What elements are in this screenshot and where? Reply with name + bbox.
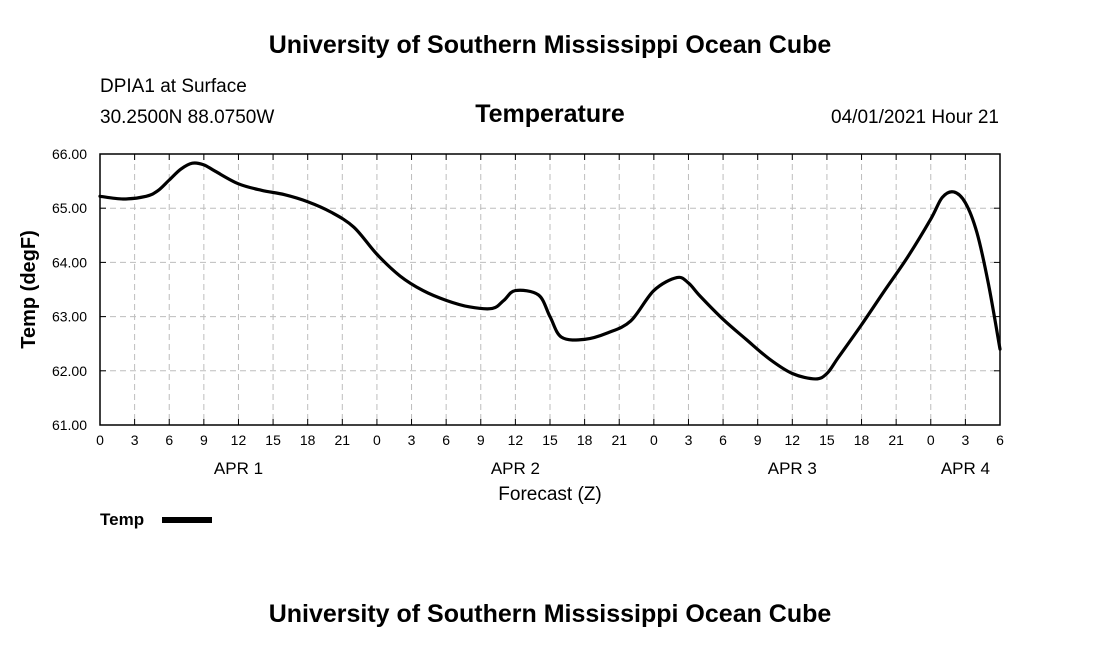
y-tick-label: 66.00 [52,146,87,162]
x-tick-label: 21 [611,432,627,448]
temp-series-line [98,161,1002,381]
chart-title: Temperature [475,100,625,128]
x-day-label: APR 1 [214,459,263,478]
y-tick-label: 65.00 [52,200,87,216]
x-tick-label: 9 [477,432,485,448]
x-tick-label: 9 [200,432,208,448]
x-axis-label: Forecast (Z) [498,484,601,505]
x-tick-label: 15 [265,432,281,448]
station-coordinates: 30.2500N 88.0750W [100,107,275,128]
footer-title: University of Southern Mississippi Ocean… [268,600,832,628]
x-tick-label: 0 [650,432,658,448]
x-tick-label: 6 [719,432,727,448]
station-label: DPIA1 at Surface [100,76,247,97]
header-title: University of Southern Mississippi Ocean… [268,31,832,59]
x-tick-label: 18 [854,432,870,448]
x-tick-label: 18 [300,432,316,448]
y-tick-label: 64.00 [52,254,87,270]
x-tick-label: 6 [442,432,450,448]
x-tick-label: 12 [508,432,524,448]
plot-frame [99,153,1001,426]
x-tick-label: 0 [96,432,104,448]
x-day-label: APR 2 [491,459,540,478]
x-day-label: APR 4 [941,459,990,478]
forecast-datetime: 04/01/2021 Hour 21 [831,107,999,128]
x-tick-label: 6 [165,432,173,448]
x-tick-label: 0 [927,432,935,448]
x-tick-label: 3 [685,432,693,448]
x-tick-label: 15 [542,432,558,448]
y-axis-label: Temp (degF) [18,230,40,349]
x-tick-label: 3 [408,432,416,448]
x-tick-label: 12 [231,432,247,448]
x-tick-label: 21 [888,432,904,448]
x-day-label: APR 3 [768,459,817,478]
y-tick-label: 61.00 [52,417,87,433]
x-tick-label: 9 [754,432,762,448]
x-tick-label: 3 [961,432,969,448]
x-tick-label: 21 [335,432,351,448]
x-tick-label: 12 [785,432,801,448]
y-tick-label: 62.00 [52,363,87,379]
x-tick-label: 0 [373,432,381,448]
legend-label: Temp [100,510,144,529]
y-tick-label: 63.00 [52,309,87,325]
x-tick-label: 18 [577,432,593,448]
x-tick-label: 3 [131,432,139,448]
x-tick-label: 15 [819,432,835,448]
x-tick-label: 6 [996,432,1004,448]
